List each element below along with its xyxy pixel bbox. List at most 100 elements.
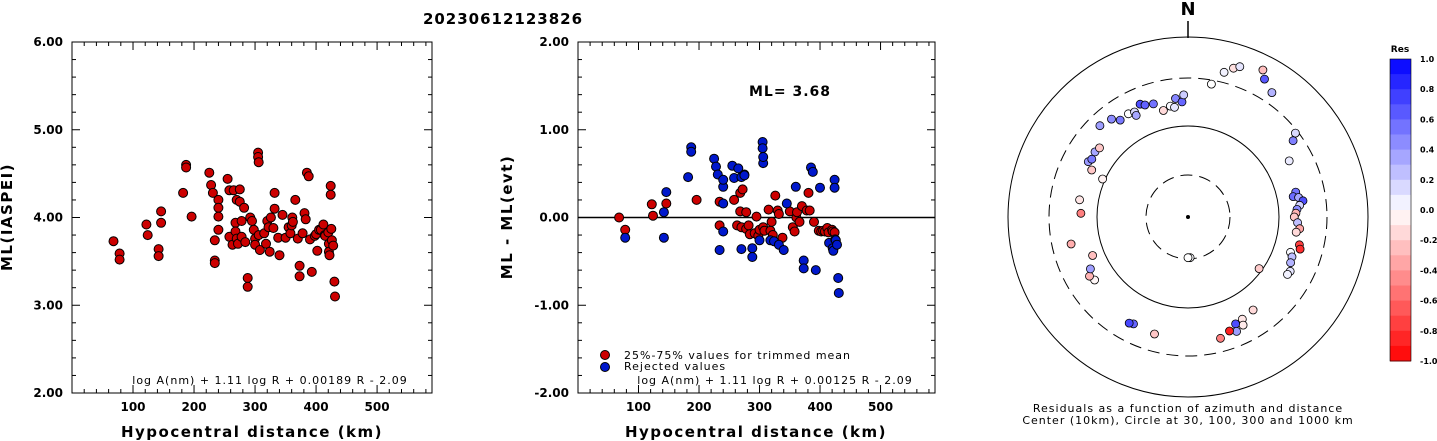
y-tick-label: 3.00: [33, 298, 63, 312]
station-point: [1075, 195, 1084, 205]
formula-label: log A(nm) + 1.11 log R + 0.00125 R - 2.0…: [637, 374, 912, 387]
station-point: [1267, 88, 1277, 97]
tick-labels: -2.00 -1.00 0.00 1.00 2.00 100 200 300 400 500: [534, 35, 893, 414]
data-point: [766, 216, 777, 227]
data-point: [290, 194, 301, 205]
data-point: [778, 245, 789, 255]
data-point: [739, 170, 750, 181]
data-point: [328, 240, 339, 251]
station-point: [1286, 258, 1295, 268]
ml-distance-panel: 2.00 3.00 4.00 5.00 6.00 100 200 300 400 500 log …: [0, 35, 433, 441]
station-residuals: [1066, 62, 1308, 343]
data-point: [747, 252, 758, 262]
data-point: [312, 245, 323, 256]
figure-title: 20230612123826: [423, 10, 583, 28]
y-tick-label: 1.00: [539, 123, 569, 137]
x-axis-title: Hypocentral distance (km): [625, 423, 887, 441]
station-point: [1115, 115, 1125, 125]
y-tick-label: 5.00: [33, 123, 63, 137]
x-axis-title: Hypocentral distance (km): [121, 423, 383, 441]
colorbar-tick-label: 0.0: [1420, 206, 1435, 215]
x-tick-label: 200: [182, 400, 207, 414]
station-point: [1086, 264, 1095, 274]
station-point: [1076, 208, 1086, 218]
y-axis-title: ML(IASPEI): [0, 163, 16, 271]
data-point: [222, 173, 233, 184]
data-point: [743, 220, 754, 231]
data-point: [274, 250, 285, 261]
x-tick-label: 500: [365, 400, 390, 414]
colorbar-cell: [1390, 164, 1411, 181]
colorbar-cell: [1390, 345, 1411, 362]
station-point: [1254, 264, 1264, 274]
colorbar-cell: [1390, 240, 1411, 256]
colorbar-tick-label: 0.6: [1420, 115, 1435, 124]
data-point: [325, 180, 336, 191]
colorbar-tick-label: -0.2: [1420, 236, 1437, 245]
data-point: [326, 223, 337, 234]
data-point: [294, 260, 305, 271]
x-tick-label: 100: [120, 400, 145, 414]
station-point: [1260, 74, 1269, 84]
colorbar-tick-label: -0.6: [1420, 297, 1437, 306]
data-point: [242, 281, 253, 292]
station-point: [1235, 62, 1245, 72]
data-point: [614, 212, 625, 223]
station-point: [1087, 165, 1097, 175]
north-label: N: [1180, 0, 1195, 20]
data-point: [810, 265, 821, 276]
polar-residual-panel: N Residuals as a function of azimuth and…: [1007, 0, 1369, 427]
y-tick-label: 6.00: [33, 35, 63, 49]
tick-labels: 2.00 3.00 4.00 5.00 6.00 100 200 300 400 500: [33, 35, 389, 414]
data-point: [686, 146, 697, 157]
station-point: [1219, 67, 1229, 77]
data-point: [809, 216, 819, 227]
station-point: [1248, 305, 1258, 315]
colorbar-cell: [1390, 59, 1411, 75]
colorbar-cell: [1390, 74, 1411, 90]
data-point: [683, 172, 694, 183]
station-point: [1291, 128, 1300, 138]
data-point: [757, 143, 768, 154]
data-point: [204, 167, 215, 178]
data-point: [658, 232, 669, 243]
data-point: [815, 182, 825, 193]
axis-ticks: [578, 41, 935, 394]
data-point: [261, 238, 271, 249]
x-tick-label: 300: [747, 400, 772, 414]
data-point: [209, 258, 220, 269]
colorbar: Res 1.0 0.8 0.6 0.4 0.2 0.0 -0.2 -0.4 -0.6 -0.8 -1…: [1389, 45, 1437, 366]
data-point: [213, 211, 224, 222]
data-point: [803, 187, 814, 198]
colorbar-cell: [1390, 194, 1411, 211]
data-point: [142, 230, 153, 241]
colorbar-tick-label: 0.4: [1420, 146, 1435, 155]
data-point: [714, 245, 725, 255]
data-point: [736, 244, 747, 255]
colorbar-tick-label: -0.4: [1420, 266, 1437, 275]
colorbar-cell: [1390, 255, 1411, 271]
legend-label-rejected: Rejected values: [624, 360, 726, 373]
data-point: [324, 250, 335, 261]
station-point: [1095, 121, 1105, 131]
station-point: [1150, 329, 1159, 339]
data-point: [269, 203, 280, 214]
data-point: [277, 209, 288, 220]
station-point: [1170, 102, 1179, 112]
ring-1000km: [1007, 36, 1369, 398]
data-point: [240, 237, 251, 248]
colorbar-title: Res: [1391, 45, 1409, 55]
legend-marker-rejected: [600, 362, 610, 372]
data-point: [751, 211, 762, 222]
data-point: [269, 187, 280, 198]
data-point: [661, 198, 672, 209]
data-point: [153, 251, 164, 262]
data-point: [239, 202, 250, 213]
data-point: [661, 187, 672, 198]
colorbar-tick-label: 0.8: [1420, 85, 1435, 94]
data-point: [789, 226, 800, 237]
y-tick-label: 0.00: [539, 211, 569, 225]
ml-annotation: ML= 3.68: [749, 84, 831, 100]
x-tick-label: 200: [686, 400, 711, 414]
